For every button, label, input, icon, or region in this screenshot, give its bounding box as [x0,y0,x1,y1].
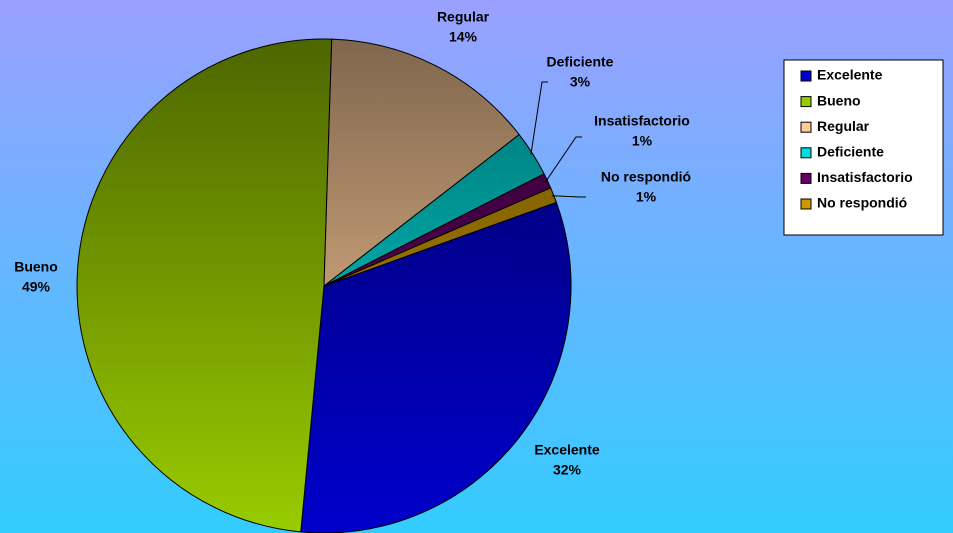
data-label-value: 1% [632,133,653,149]
legend-label: Bueno [817,92,861,108]
pie-slice [323,187,558,287]
leader-line [551,195,586,198]
legend-label: Excelente [817,67,883,83]
legend-label: Insatisfactorio [817,169,913,185]
data-label-name: Insatisfactorio [594,113,690,129]
legend-label: Regular [817,118,870,134]
legend: Excelente Bueno Regular Deficiente Insatisfa… [783,59,944,236]
pie-slice [76,38,333,533]
legend-swatch [800,96,812,108]
leader-line [545,136,582,182]
legend-swatch [800,147,812,159]
data-labels: Excelente 32% Bueno 49% Regular 14% Deficiente… [14,9,691,478]
data-label-value: 3% [570,74,591,90]
pie-slice [300,201,572,533]
data-label-value: 14% [449,29,478,45]
data-label-name: Bueno [14,259,58,275]
data-label-value: 1% [636,189,657,205]
pie-slice [323,38,520,288]
legend-swatch [800,172,812,184]
legend-label: Deficiente [817,144,884,160]
data-label-name: Regular [437,9,490,25]
data-label-name: Deficiente [547,54,614,70]
legend-label: No respondió [817,195,907,211]
leader-line [530,81,548,155]
data-label-name: No respondió [601,169,691,185]
data-label-value: 32% [553,462,582,478]
data-label-value: 49% [22,279,51,295]
legend-swatch [800,121,812,133]
legend-swatch [800,70,812,82]
legend-swatch [800,198,812,210]
pie [76,38,572,533]
data-label-name: Excelente [534,442,600,458]
